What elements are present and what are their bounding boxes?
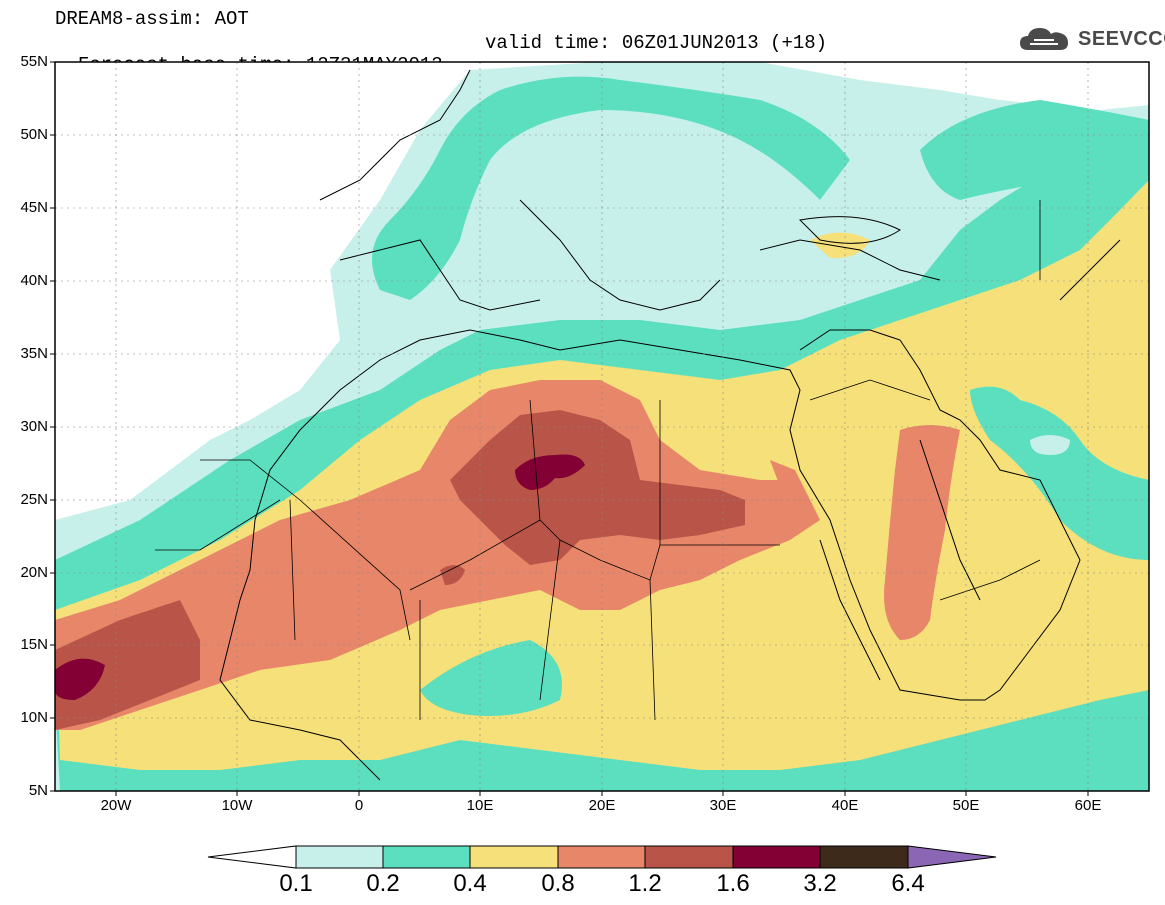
colorbar-label: 0.2 — [366, 870, 400, 897]
tick-marks — [50, 61, 1089, 796]
colorbar-swatch-5 — [644, 845, 734, 869]
colorbar-swatch-3 — [469, 845, 559, 869]
lat-label: 5N — [28, 782, 48, 799]
lat-label: 30N — [20, 418, 48, 435]
colorbar-swatch-above — [907, 845, 997, 869]
lat-label: 55N — [20, 53, 48, 70]
lon-label: 10W — [221, 797, 253, 814]
lon-label: 20E — [588, 797, 616, 814]
colorbar — [207, 845, 997, 869]
lon-label: 60E — [1074, 797, 1102, 814]
lat-label: 35N — [20, 345, 48, 362]
valid-time-label: valid time: 06Z01JUN2013 (+18) — [485, 32, 828, 54]
aot-band-1.6 — [55, 658, 105, 700]
colorbar-swatch-7 — [819, 845, 909, 869]
plot-title: DREAM8-assim: AOT — [55, 8, 249, 30]
colorbar-label: 1.6 — [716, 870, 750, 897]
lon-label: 30E — [709, 797, 737, 814]
lat-label: 45N — [20, 199, 48, 216]
lat-label: 40N — [20, 272, 48, 289]
lat-label: 20N — [20, 564, 48, 581]
colorbar-label: 0.1 — [279, 870, 313, 897]
lon-label: 10E — [466, 797, 494, 814]
logo-text: SEEVCCC — [1078, 27, 1165, 50]
colorbar-label: 6.4 — [891, 870, 925, 897]
lon-label: 40E — [831, 797, 859, 814]
colorbar-swatch-2 — [382, 845, 471, 869]
colorbar-swatch-4 — [557, 845, 646, 869]
colorbar-label: 0.4 — [453, 870, 487, 897]
seevccc-logo: SEEVCCC — [1018, 22, 1165, 56]
country-borders — [155, 200, 1041, 721]
lat-label: 15N — [20, 636, 48, 653]
lon-label: 0 — [354, 797, 364, 814]
gridlines — [55, 62, 1149, 791]
colorbar-swatch-below — [207, 845, 297, 869]
colorbar-label: 0.8 — [541, 870, 575, 897]
lon-label: 50E — [952, 797, 980, 814]
cloud-icon — [1020, 28, 1068, 50]
lat-label: 25N — [20, 491, 48, 508]
lat-label: 10N — [20, 709, 48, 726]
aot-band-1.2 — [55, 600, 200, 730]
coastlines — [219, 69, 1121, 781]
colorbar-swatch-1 — [295, 845, 384, 869]
colorbar-swatch-6 — [732, 845, 821, 869]
lat-label: 50N — [20, 126, 48, 143]
lon-label: 20W — [100, 797, 132, 814]
colorbar-label: 1.2 — [628, 870, 662, 897]
colorbar-label: 3.2 — [803, 870, 837, 897]
